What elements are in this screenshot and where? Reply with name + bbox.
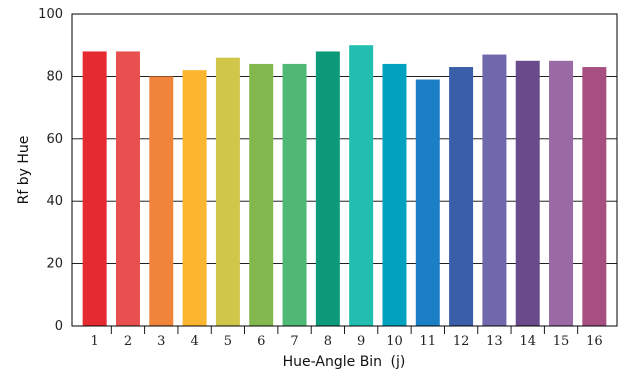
bar-10 xyxy=(382,63,407,327)
x-axis-title-suffix: (j) xyxy=(391,354,406,370)
y-axis-title: Rf by Hue xyxy=(16,136,32,205)
x-tick-label: 2 xyxy=(124,334,132,349)
y-tick-labels: 0 20 40 60 80 100 xyxy=(38,7,63,334)
bar-4 xyxy=(182,70,207,326)
x-tick-label: 10 xyxy=(386,334,403,349)
bar-2 xyxy=(115,51,140,326)
x-tick-label: 7 xyxy=(290,334,298,349)
bar-3 xyxy=(149,76,174,327)
x-tick-label: 8 xyxy=(324,334,332,349)
axes xyxy=(71,13,618,327)
x-tick-label: 15 xyxy=(553,334,570,349)
x-tick-label: 4 xyxy=(190,334,198,349)
x-tick-labels: 1 2 3 4 5 6 7 8 9 10 11 12 13 14 15 16 xyxy=(91,326,603,349)
bar-8 xyxy=(315,51,340,326)
x-tick-label: 3 xyxy=(157,334,165,349)
y-tick-label: 20 xyxy=(46,257,63,272)
x-tick-label: 9 xyxy=(357,334,365,349)
x-axis-title: Hue-Angle Bin (j) xyxy=(283,354,406,370)
y-tick-label: 80 xyxy=(46,69,63,84)
x-tick-label: 5 xyxy=(224,334,232,349)
bar-9 xyxy=(349,45,374,326)
x-tick-label: 16 xyxy=(586,334,603,349)
bar-5 xyxy=(215,57,240,327)
y-tick-label: 0 xyxy=(55,319,63,334)
x-tick-label: 14 xyxy=(519,334,536,349)
bar-6 xyxy=(249,63,274,327)
x-tick-label: 12 xyxy=(453,334,470,349)
bar-16 xyxy=(582,67,607,326)
y-tick-label: 40 xyxy=(46,194,63,209)
bar-1 xyxy=(82,51,107,326)
bar-15 xyxy=(549,60,574,327)
x-tick-label: 11 xyxy=(420,334,437,349)
bar-12 xyxy=(449,67,474,326)
x-tick-label: 13 xyxy=(486,334,503,349)
y-tick-label: 60 xyxy=(46,132,63,147)
bar-14 xyxy=(515,60,540,327)
bar-11 xyxy=(415,79,440,327)
plot-frame xyxy=(71,13,618,327)
y-tick-label: 100 xyxy=(38,7,63,22)
x-axis-title-main: Hue-Angle Bin xyxy=(283,354,382,370)
x-tick-label: 1 xyxy=(91,334,99,349)
bar-13 xyxy=(482,54,507,327)
bars xyxy=(82,45,607,327)
x-tick-label: 6 xyxy=(257,334,265,349)
bar-7 xyxy=(282,63,307,327)
